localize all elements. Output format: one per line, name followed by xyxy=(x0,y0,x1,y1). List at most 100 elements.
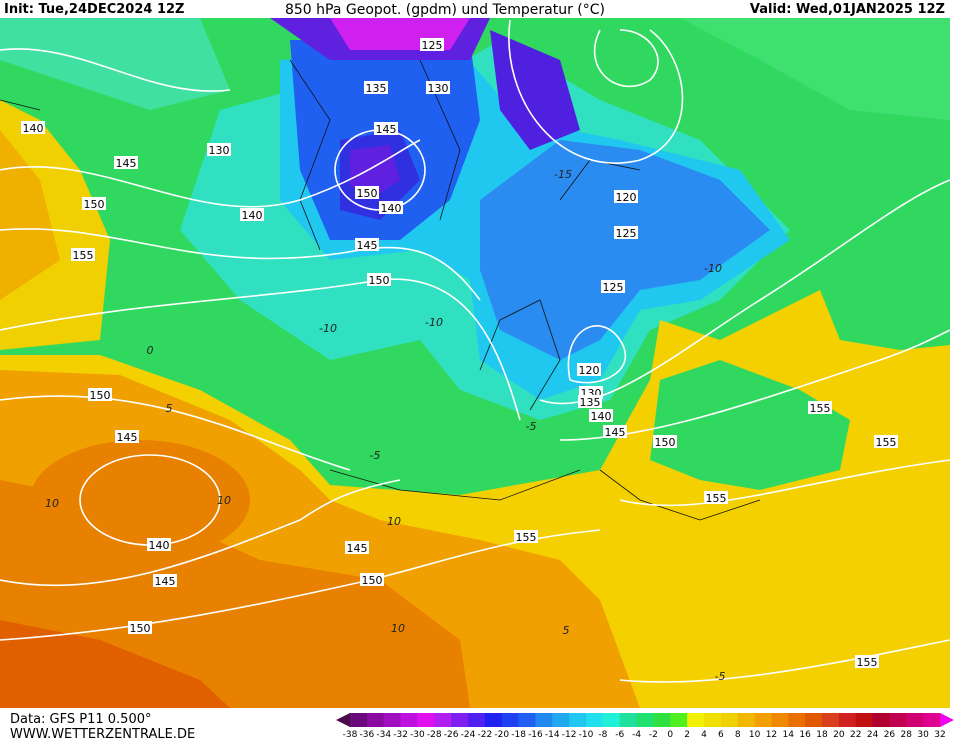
label-box xyxy=(355,186,379,199)
colorbar-swatch xyxy=(518,713,536,727)
colorbar-swatch xyxy=(417,713,435,727)
colorbar-label: 22 xyxy=(850,730,861,740)
label-box xyxy=(82,197,106,210)
isotherm-label: 10 xyxy=(45,497,59,510)
geopotential-label: 145 xyxy=(605,426,626,439)
colorbar-label: -28 xyxy=(427,730,442,740)
colorbar-label: -18 xyxy=(511,730,526,740)
colorbar: -38 -36 -34 -32 -30 -28 -26 -24 -22 -20 -18 -16 -14-… xyxy=(336,713,954,740)
isotherm-label: 10 xyxy=(391,622,405,635)
colorbar-label: -6 xyxy=(615,730,624,740)
geopotential-label: 135 xyxy=(366,82,387,95)
colorbar-label: 16 xyxy=(799,730,811,740)
colorbar-swatch xyxy=(805,713,823,727)
header-band xyxy=(0,0,959,18)
label-box xyxy=(147,538,171,551)
label-box xyxy=(379,201,403,214)
colorbar-label: 10 xyxy=(749,730,761,740)
geopotential-label: 125 xyxy=(603,281,624,294)
label-box xyxy=(874,435,898,448)
isotherm-label: -10 xyxy=(425,316,443,329)
colorbar-swatch xyxy=(788,713,806,727)
colorbar-label: 32 xyxy=(934,730,945,740)
geopotential-label: 155 xyxy=(516,531,537,544)
isotherm-label: 10 xyxy=(387,515,401,528)
label-box xyxy=(115,430,139,443)
colorbar-label: 8 xyxy=(735,730,741,740)
geopotential-label: 145 xyxy=(155,575,176,588)
label-box xyxy=(207,143,231,156)
geopotential-label: 145 xyxy=(117,431,138,444)
colorbar-swatch xyxy=(906,713,924,727)
colorbar-swatch xyxy=(366,713,385,727)
colorbar-swatch xyxy=(468,713,486,727)
colorbar-label: -34 xyxy=(376,730,391,740)
colorbar-swatch xyxy=(754,713,772,727)
label-box xyxy=(71,248,95,261)
isotherm-label: 5 xyxy=(563,624,570,637)
geopotential-label: 155 xyxy=(706,492,727,505)
colorbar-swatch xyxy=(771,713,789,727)
colorbar-swatch xyxy=(822,713,840,727)
colorbar-swatch xyxy=(400,713,418,727)
colorbar-label: -8 xyxy=(598,730,607,740)
colorbar-label: 20 xyxy=(833,730,845,740)
isotherm-label: -15 xyxy=(554,168,572,181)
label-box xyxy=(603,425,627,438)
colorbar-swatch xyxy=(501,713,520,727)
colorbar-label: -38 xyxy=(343,730,358,740)
init-time: Init: Tue,24DEC2024 12Z xyxy=(4,2,184,17)
colorbar-label: -10 xyxy=(579,730,594,740)
colorbar-label: 14 xyxy=(783,730,795,740)
colorbar-label: 26 xyxy=(884,730,896,740)
geopotential-label: 140 xyxy=(149,539,170,552)
map xyxy=(0,18,951,708)
colorbar-swatch xyxy=(484,713,503,727)
colorbar-label: 6 xyxy=(718,730,724,740)
colorbar-label: -20 xyxy=(494,730,509,740)
colorbar-swatch xyxy=(670,713,688,727)
colorbar-swatch xyxy=(737,713,756,727)
geopotential-label: 135 xyxy=(580,396,601,409)
label-box xyxy=(589,409,613,422)
label-box xyxy=(374,122,398,135)
colorbar-swatch xyxy=(872,713,890,727)
label-box xyxy=(808,401,832,414)
colorbar-label: -30 xyxy=(410,730,425,740)
colorbar-label: 12 xyxy=(766,730,777,740)
label-box xyxy=(21,121,45,134)
geopotential-label: 140 xyxy=(242,209,263,222)
label-box xyxy=(577,363,601,376)
colorbar-label: -2 xyxy=(649,730,658,740)
colorbar-swatch xyxy=(704,713,722,727)
label-box xyxy=(653,435,677,448)
site-url: WWW.WETTERZENTRALE.DE xyxy=(10,727,195,741)
geopotential-label: 155 xyxy=(857,656,878,669)
isotherm-label: -10 xyxy=(704,262,722,275)
geopotential-label: 155 xyxy=(73,249,94,262)
colorbar-label: -12 xyxy=(562,730,577,740)
isotherm-label: 10 xyxy=(217,494,231,507)
colorbar-swatch xyxy=(838,713,857,727)
colorbar-label: -22 xyxy=(478,730,493,740)
map-title: 850 hPa Geopot. (gpdm) und Temperatur (°… xyxy=(285,2,605,18)
colorbar-label: -4 xyxy=(632,730,641,740)
isotherm-label: -5 xyxy=(526,420,537,433)
label-box xyxy=(420,38,444,51)
label-box xyxy=(514,530,538,543)
colorbar-label: -14 xyxy=(545,730,560,740)
geopotential-label: 145 xyxy=(357,239,378,252)
geopotential-label: 140 xyxy=(381,202,402,215)
geopotential-label: 130 xyxy=(209,144,230,157)
label-box xyxy=(240,208,264,221)
geopotential-label: 155 xyxy=(876,436,897,449)
data-source: Data: GFS P11 0.500° xyxy=(10,712,152,727)
colorbar-swatch xyxy=(923,713,941,727)
label-box xyxy=(88,388,112,401)
colorbar-swatch xyxy=(855,713,874,727)
geopotential-label: 145 xyxy=(347,542,368,555)
colorbar-swatch xyxy=(636,713,654,727)
colorbar-swatch xyxy=(552,713,570,727)
colorbar-label: 18 xyxy=(816,730,828,740)
label-box xyxy=(128,621,152,634)
